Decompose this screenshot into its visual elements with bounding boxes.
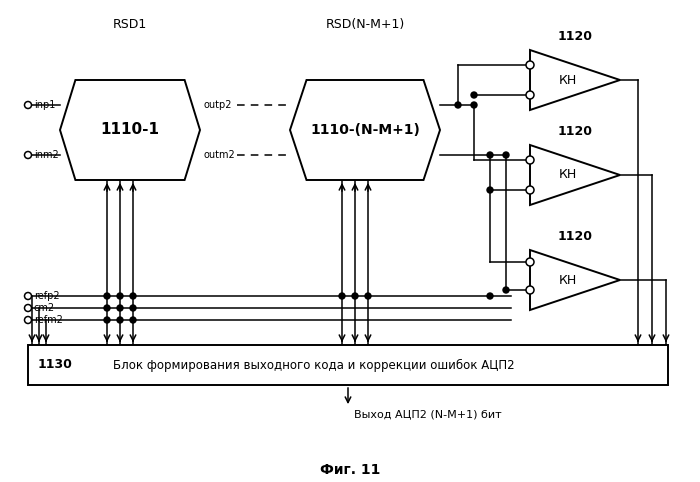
Circle shape [25,293,32,299]
Circle shape [487,152,493,158]
Circle shape [487,187,493,193]
Text: Блок формирования выходного кода и коррекции ошибок АЦП2: Блок формирования выходного кода и корре… [113,359,514,372]
Circle shape [526,91,534,99]
Circle shape [487,293,493,299]
Circle shape [25,102,32,108]
Text: 1120: 1120 [557,125,592,138]
Circle shape [503,152,509,158]
Circle shape [104,305,110,311]
Polygon shape [290,80,440,180]
Circle shape [471,102,477,108]
Text: 1120: 1120 [557,230,592,243]
Circle shape [130,293,136,299]
Circle shape [339,293,345,299]
Circle shape [25,151,32,159]
Circle shape [104,293,110,299]
Circle shape [117,293,123,299]
Circle shape [25,305,32,311]
Text: КН: КН [559,273,577,286]
Text: refm2: refm2 [34,315,63,325]
Text: Фиг. 11: Фиг. 11 [320,463,380,477]
Text: RSD(N-M+1): RSD(N-M+1) [326,18,405,31]
Circle shape [365,293,371,299]
Text: 1110-(N-M+1): 1110-(N-M+1) [310,123,420,137]
Bar [28,345,668,385]
Polygon shape [530,50,620,110]
Circle shape [526,258,534,266]
Text: RSD1: RSD1 [113,18,147,31]
Circle shape [104,317,110,323]
Circle shape [130,305,136,311]
Circle shape [526,61,534,69]
Circle shape [117,305,123,311]
Circle shape [117,317,123,323]
Text: cm2: cm2 [34,303,55,313]
Text: refp2: refp2 [34,291,60,301]
Circle shape [455,102,461,108]
Polygon shape [530,145,620,205]
Text: КН: КН [559,73,577,86]
Circle shape [526,286,534,294]
Circle shape [352,293,358,299]
Circle shape [130,317,136,323]
Circle shape [526,156,534,164]
Circle shape [526,186,534,194]
Text: outm2: outm2 [203,150,235,160]
Polygon shape [60,80,200,180]
Text: 1110-1: 1110-1 [101,122,160,137]
Polygon shape [530,250,620,310]
Text: КН: КН [559,169,577,182]
Text: inm2: inm2 [34,150,59,160]
Circle shape [503,287,509,293]
Text: Выход АЦП2 (N-M+1) бит: Выход АЦП2 (N-M+1) бит [354,409,502,419]
Text: outp2: outp2 [203,100,232,110]
Circle shape [25,317,32,323]
Circle shape [471,92,477,98]
Text: inp1: inp1 [34,100,55,110]
Text: 1130: 1130 [38,359,73,372]
Text: 1120: 1120 [557,30,592,43]
